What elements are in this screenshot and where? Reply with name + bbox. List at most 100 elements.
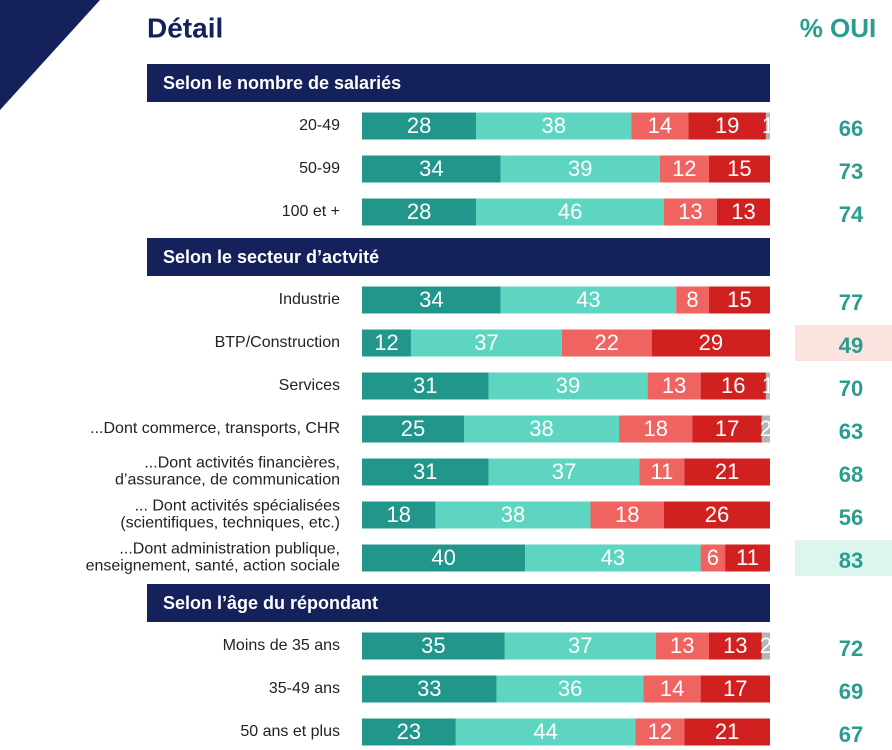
row-label: 35-49 ans xyxy=(269,680,340,697)
row-label: 100 et + xyxy=(282,203,340,220)
bar-segment xyxy=(500,155,660,183)
segment-label: 28 xyxy=(407,199,431,224)
segment-label: 1 xyxy=(762,113,774,138)
row-total: 63 xyxy=(839,419,863,444)
row-label: 50-99 xyxy=(299,160,340,177)
bar-segment xyxy=(708,286,770,314)
bar-segment xyxy=(362,372,489,400)
chart-title: Détail xyxy=(147,12,223,43)
segment-label: 15 xyxy=(727,287,751,312)
segment-label: 33 xyxy=(417,676,441,701)
row-total: 72 xyxy=(839,636,863,661)
row-label: BTP/Construction xyxy=(215,334,340,351)
segment-label: 39 xyxy=(556,373,580,398)
segment-label: 14 xyxy=(648,113,672,138)
row-label: enseignement, santé, action sociale xyxy=(86,558,340,575)
row-label: ... Dont activités spécialisées xyxy=(135,498,340,515)
row-label: d’assurance, de communication xyxy=(115,472,340,489)
segment-label: 39 xyxy=(568,156,592,181)
corner-decoration xyxy=(0,0,100,110)
segment-label: 16 xyxy=(721,373,745,398)
segment-label: 8 xyxy=(686,287,698,312)
segment-label: 25 xyxy=(401,416,425,441)
segment-label: 38 xyxy=(529,416,553,441)
row-label: ...Dont administration publique, xyxy=(119,541,340,558)
bar-segment xyxy=(362,458,489,486)
bar-segment xyxy=(663,501,770,529)
bar-segment xyxy=(362,632,505,660)
row-label: Services xyxy=(279,377,340,394)
segment-label: 6 xyxy=(707,545,719,570)
segment-label: 11 xyxy=(736,545,759,570)
row-total: 69 xyxy=(839,679,863,704)
bar-segment xyxy=(362,329,411,357)
segment-label: 13 xyxy=(723,633,747,658)
segment-label: 38 xyxy=(542,113,566,138)
row-total: 68 xyxy=(839,462,863,487)
bar-segment xyxy=(488,458,640,486)
segment-label: 12 xyxy=(374,330,398,355)
bar-segment xyxy=(688,112,766,140)
bar-segment xyxy=(765,112,770,140)
bar-segment xyxy=(464,415,620,443)
bar-segment xyxy=(410,329,562,357)
bar-segment xyxy=(700,544,726,572)
segment-label: 2 xyxy=(760,416,772,441)
bar-segment xyxy=(692,415,762,443)
segment-label: 21 xyxy=(715,459,739,484)
segment-label: 13 xyxy=(678,199,702,224)
total-highlight xyxy=(795,325,892,361)
segment-label: 44 xyxy=(533,719,557,744)
bar-segment xyxy=(659,155,709,183)
bar-segment xyxy=(684,718,770,746)
total-header: % OUI xyxy=(800,13,877,43)
segment-label: 29 xyxy=(699,330,723,355)
bar-segment xyxy=(476,112,632,140)
bar-segment xyxy=(700,675,770,703)
row-label: ...Dont commerce, transports, CHR xyxy=(90,420,340,437)
segment-label: 34 xyxy=(419,156,443,181)
bar-segment xyxy=(619,415,693,443)
segment-label: 21 xyxy=(715,719,739,744)
bar-segment xyxy=(362,718,456,746)
row-label: ...Dont activités financières, xyxy=(144,455,340,472)
bar-segment xyxy=(590,501,664,529)
segment-label: 17 xyxy=(723,676,747,701)
segment-label: 31 xyxy=(413,373,437,398)
bar-segment xyxy=(362,112,477,140)
row-label: 50 ans et plus xyxy=(240,723,340,740)
bar-segment xyxy=(496,675,644,703)
bar-segment xyxy=(647,372,701,400)
group-title: Selon l’âge du répondant xyxy=(163,593,378,613)
segment-label: 17 xyxy=(715,416,739,441)
bar-segment xyxy=(362,286,501,314)
bar-segment xyxy=(676,286,709,314)
bar-segment xyxy=(663,198,717,226)
row-label: Moins de 35 ans xyxy=(223,637,340,654)
segment-label: 37 xyxy=(474,330,498,355)
row-total: 70 xyxy=(839,376,863,401)
segment-label: 15 xyxy=(727,156,751,181)
row-total: 73 xyxy=(839,159,863,184)
segment-label: 23 xyxy=(397,719,421,744)
segment-label: 46 xyxy=(558,199,582,224)
bar-segment xyxy=(362,501,436,529)
segment-label: 26 xyxy=(705,502,729,527)
bar-segment xyxy=(700,372,766,400)
bar-segment xyxy=(488,372,648,400)
bar-segment xyxy=(716,198,770,226)
segment-label: 12 xyxy=(672,156,696,181)
segment-label: 18 xyxy=(644,416,668,441)
bar-segment xyxy=(435,501,591,529)
segment-label: 28 xyxy=(407,113,431,138)
segment-label: 19 xyxy=(715,113,739,138)
bar-segment xyxy=(725,544,770,572)
bar-segment xyxy=(362,675,497,703)
bar-segment xyxy=(362,155,501,183)
segment-label: 13 xyxy=(662,373,686,398)
segment-label: 37 xyxy=(552,459,576,484)
segment-label: 13 xyxy=(670,633,694,658)
group-title: Selon le secteur d’actvité xyxy=(163,247,379,267)
row-total: 67 xyxy=(839,722,863,747)
